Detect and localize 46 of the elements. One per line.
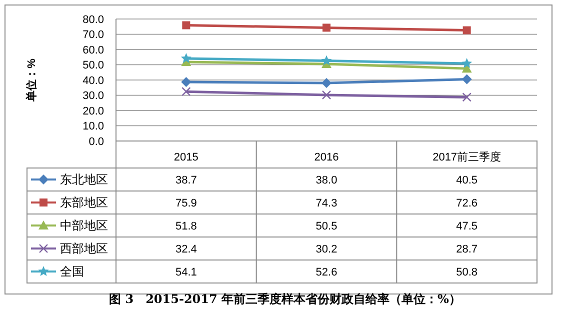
data-label: 50.8 bbox=[456, 266, 478, 278]
data-label: 28.7 bbox=[456, 243, 478, 256]
legend-label: 全国 bbox=[60, 264, 84, 279]
point bbox=[182, 86, 191, 96]
y-axis-title: 单位：% bbox=[25, 58, 38, 102]
point bbox=[462, 74, 472, 84]
y-tick-label: 40.0 bbox=[82, 74, 104, 87]
data-label: 54.1 bbox=[175, 266, 197, 278]
data-label: 51.8 bbox=[175, 220, 197, 232]
y-tick-label: 70.0 bbox=[82, 29, 104, 42]
point bbox=[462, 92, 472, 102]
y-tick-label: 50.0 bbox=[82, 60, 104, 72]
point bbox=[181, 76, 192, 87]
point bbox=[180, 53, 192, 63]
data-label: 50.5 bbox=[316, 220, 338, 232]
point bbox=[182, 21, 190, 30]
legend-label: 中部地区 bbox=[60, 218, 108, 233]
data-label: 72.6 bbox=[456, 197, 478, 210]
data-label: 74.3 bbox=[316, 197, 338, 210]
data-label: 30.2 bbox=[316, 243, 338, 256]
point bbox=[322, 90, 332, 100]
legend-label: 东部地区 bbox=[60, 196, 108, 210]
x-tick-label: 2015 bbox=[174, 151, 198, 164]
point bbox=[322, 78, 332, 88]
x-tick-label: 2017前三季度 bbox=[432, 150, 502, 164]
data-label: 75.9 bbox=[175, 197, 197, 210]
y-tick-label: 30.0 bbox=[82, 90, 104, 102]
data-label: 32.4 bbox=[175, 243, 197, 256]
y-tick-label: 20.0 bbox=[82, 105, 104, 118]
point bbox=[321, 55, 332, 66]
y-tick-label: 10.0 bbox=[82, 120, 104, 133]
data-label: 38.7 bbox=[175, 174, 197, 186]
point bbox=[462, 26, 471, 34]
point bbox=[322, 24, 330, 32]
y-tick-label: 60.0 bbox=[82, 44, 104, 56]
legend-label: 西部地区 bbox=[60, 242, 108, 256]
text: 图 3 2015-2017 年前三季度样本省份财政自给率（单位：%） bbox=[109, 292, 461, 306]
data-label: 38.0 bbox=[316, 174, 338, 186]
data-label: 52.6 bbox=[316, 266, 338, 278]
point bbox=[462, 58, 472, 68]
data-label: 40.5 bbox=[456, 174, 478, 186]
data-label: 47.5 bbox=[456, 220, 478, 232]
y-tick-label: 80.0 bbox=[82, 14, 104, 26]
legend-label: 东北地区 bbox=[60, 172, 108, 187]
y-tick-label: 0.0 bbox=[88, 136, 104, 148]
x-tick-label: 2016 bbox=[314, 151, 339, 164]
